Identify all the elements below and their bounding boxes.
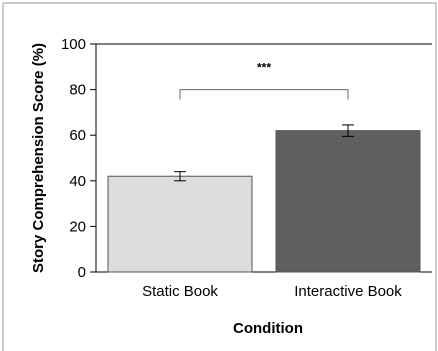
significance-bracket — [179, 89, 349, 100]
significance-label: *** — [257, 61, 271, 75]
y-tick-label: 60 — [69, 127, 86, 144]
y-axis-ticks: 0 20 40 60 80 100 — [61, 36, 96, 281]
y-tick-label: 0 — [78, 264, 86, 281]
bar-static-book — [107, 175, 253, 273]
x-tick-labels: Static Book Interactive Book — [142, 283, 402, 300]
y-tick-label: 100 — [61, 36, 86, 53]
y-tick-label: 40 — [69, 173, 86, 190]
x-tick-label: Interactive Book — [294, 283, 402, 300]
x-tick-label: Static Book — [142, 283, 218, 300]
x-axis-title: Condition — [233, 320, 303, 337]
significance-annotation: *** — [179, 61, 349, 100]
bars — [107, 130, 421, 273]
y-tick-label: 80 — [69, 82, 86, 99]
y-tick-label: 20 — [69, 218, 86, 235]
y-axis-title: Story Comprehension Score (%) — [30, 43, 47, 273]
bar-interactive-book — [275, 130, 421, 273]
error-bars — [174, 124, 354, 182]
